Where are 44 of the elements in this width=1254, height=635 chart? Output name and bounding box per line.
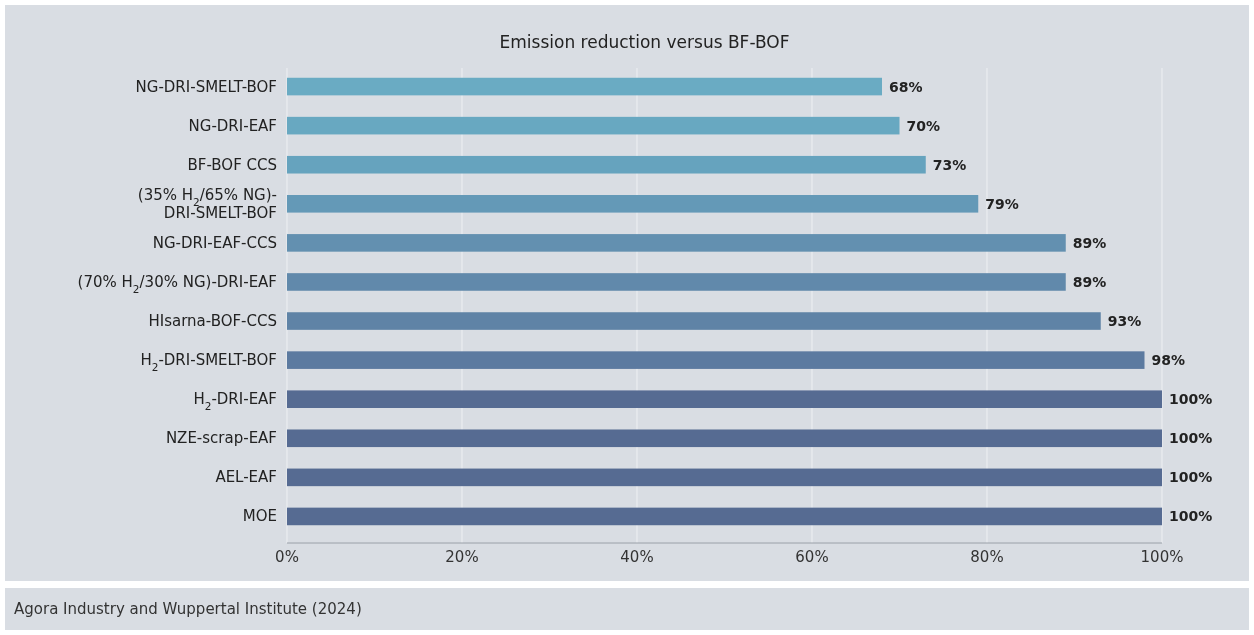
data-label: 70% [906,117,941,134]
x-tick-label: 40% [620,548,654,566]
bar [287,429,1162,448]
data-label: 89% [1072,273,1107,290]
data-label: 100% [1169,469,1213,486]
y-tick-label: NG-DRI-EAF [188,116,277,135]
bar [287,155,926,174]
data-label: 100% [1169,430,1213,447]
bar [287,77,882,96]
y-tick-label: HIsarna-BOF-CCS [148,312,277,331]
data-label: 68% [889,78,923,95]
data-label: 73% [932,156,967,173]
data-label: 100% [1169,508,1213,525]
data-label: 98% [1151,352,1186,369]
data-label: 89% [1072,234,1107,251]
bar [287,468,1162,487]
bar [287,273,1066,291]
y-tick-label: AEL-EAF [215,468,277,487]
x-tick-label: 100% [1140,548,1184,566]
chart-title: Emission reduction versus BF-BOF [499,32,790,52]
y-tick-label: (35% H$_{2}$/65% NG)- DRI-SMELT-BOF [137,185,277,222]
bar [287,234,1066,252]
bar [287,312,1101,330]
x-tick-label: 80% [970,548,1004,566]
x-tick-label: 0% [275,548,299,566]
bar [287,507,1162,526]
y-tick-label: H$_{2}$-DRI-EAF [193,390,277,413]
x-tick-label: 20% [445,548,479,566]
bar [287,351,1145,369]
bar [287,390,1162,408]
y-tick-label: NZE-scrap-EAF [165,429,277,448]
bar [287,195,979,213]
data-label: 93% [1107,313,1142,330]
data-label: 79% [985,195,1019,212]
text: Agora Industry and Wuppertal Institute (2024) [14,600,362,618]
y-tick-label: NG-DRI-SMELT-BOF [135,77,277,96]
y-tick-label: NG-DRI-EAF-CCS [152,233,277,252]
x-tick-label: 60% [795,548,829,566]
y-tick-label: (70% H$_{2}$/30% NG)-DRI-EAF [77,272,277,295]
bar [287,116,900,135]
data-label: 100% [1169,391,1213,408]
y-tick-label: MOE [242,507,277,526]
y-tick-label: H$_{2}$-DRI-SMELT-BOF [140,351,277,374]
y-tick-label: BF-BOF CCS [187,155,277,174]
